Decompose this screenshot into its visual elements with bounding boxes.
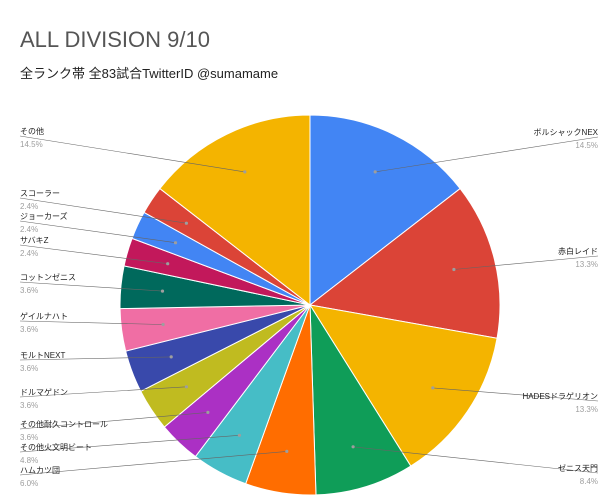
slice-percent: 8.4% bbox=[580, 477, 598, 486]
callout-line bbox=[19, 435, 240, 453]
slice-label: その他耐久コントロール bbox=[20, 419, 108, 429]
slice-label: ジョーカーズ bbox=[20, 211, 68, 221]
slice-percent: 2.4% bbox=[20, 249, 38, 258]
pie-slice bbox=[159, 114, 311, 307]
callout-dot bbox=[184, 221, 188, 225]
pie-slice bbox=[309, 114, 461, 307]
callout-dot bbox=[237, 433, 241, 437]
callout-line bbox=[453, 255, 599, 270]
slice-percent: 3.6% bbox=[20, 325, 38, 334]
slice-percent: 3.6% bbox=[20, 364, 38, 373]
slice-label: ゲイルナハト bbox=[20, 311, 68, 321]
pie-slices bbox=[119, 114, 501, 496]
callout-line bbox=[19, 386, 187, 398]
slice-label: サバキZ bbox=[20, 236, 49, 245]
pie-slice bbox=[309, 303, 412, 496]
slice-label: スコーラー bbox=[20, 189, 60, 198]
slice-percent: 13.3% bbox=[575, 260, 598, 269]
slice-label: その他 bbox=[20, 126, 44, 136]
callout-dot bbox=[351, 445, 355, 449]
callout-line bbox=[19, 320, 164, 325]
slice-percent: 6.0% bbox=[20, 479, 38, 488]
callout-line bbox=[19, 412, 208, 430]
callout-dot bbox=[184, 385, 188, 389]
slice-label: 赤白レイド bbox=[558, 246, 598, 256]
callout-line bbox=[19, 244, 168, 264]
pie-callouts: ボルシャックNEX 14.5% 赤白レイド 13.3% HADESドラゲリオン 13.3%… bbox=[19, 126, 599, 488]
callout-line bbox=[19, 356, 172, 361]
callout-line bbox=[375, 136, 599, 173]
callout-dot bbox=[431, 386, 435, 390]
callout-dot bbox=[373, 170, 377, 174]
callout-dot bbox=[243, 170, 247, 174]
slice-label: ゼニス天門 bbox=[558, 463, 598, 473]
callout-dot bbox=[169, 355, 173, 359]
slice-percent: 3.6% bbox=[20, 433, 38, 442]
callout-line bbox=[19, 197, 187, 224]
slice-label: ドルマゲドン bbox=[20, 387, 68, 397]
slice-label: ボルシャックNEX bbox=[534, 128, 599, 137]
slice-label: モルトNEXT bbox=[20, 351, 65, 360]
callout-line bbox=[353, 446, 599, 474]
callout-dot bbox=[452, 267, 456, 272]
slice-percent: 13.3% bbox=[575, 405, 598, 414]
callout-line bbox=[19, 281, 163, 292]
slice-percent: 3.6% bbox=[20, 401, 38, 410]
callout-line bbox=[19, 135, 245, 173]
slice-percent: 4.8% bbox=[20, 456, 38, 465]
callout-dot bbox=[166, 262, 170, 266]
pie-slice bbox=[308, 187, 501, 339]
pie-slice bbox=[308, 304, 498, 467]
callout-dot bbox=[285, 449, 289, 453]
slice-label: コットンゼニス bbox=[20, 272, 76, 282]
slice-percent: 2.4% bbox=[20, 225, 38, 234]
chart-title: ALL DIVISION 9/10 bbox=[20, 27, 210, 52]
callout-line bbox=[19, 220, 176, 243]
callout-dot bbox=[206, 410, 210, 414]
chart-subtitle: 全ランク帯 全83試合TwitterID @sumamame bbox=[20, 66, 279, 81]
slice-label: その他火文明ビート bbox=[20, 442, 92, 452]
callout-line bbox=[432, 387, 599, 402]
slice-percent: 14.5% bbox=[575, 141, 598, 150]
slice-percent: 3.6% bbox=[20, 286, 38, 295]
slice-label: ハムカツ団 bbox=[20, 466, 60, 475]
slice-label: HADESドラゲリオン bbox=[522, 391, 598, 401]
callout-dot bbox=[161, 322, 165, 327]
callout-line bbox=[19, 451, 287, 476]
slice-percent: 14.5% bbox=[20, 140, 43, 149]
callout-dot bbox=[173, 241, 178, 245]
callout-dot bbox=[160, 289, 165, 293]
slice-percent: 2.4% bbox=[20, 202, 38, 211]
